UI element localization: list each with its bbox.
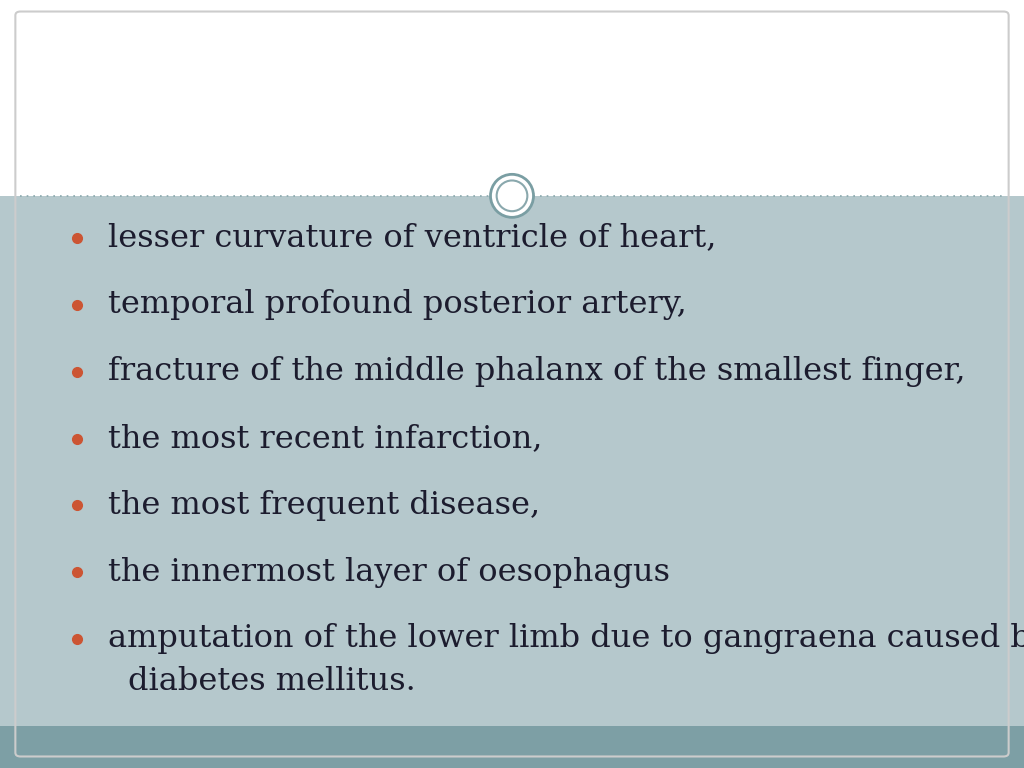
Bar <box>0 726 1024 768</box>
Text: diabetes mellitus.: diabetes mellitus. <box>128 667 416 697</box>
Bar <box>0 196 1024 726</box>
Ellipse shape <box>497 180 527 211</box>
Text: lesser curvature of ventricle of heart,: lesser curvature of ventricle of heart, <box>108 223 716 253</box>
Text: the most recent infarction,: the most recent infarction, <box>108 423 542 454</box>
Text: the most frequent disease,: the most frequent disease, <box>108 490 540 521</box>
Text: fracture of the middle phalanx of the smallest finger,: fracture of the middle phalanx of the sm… <box>108 356 965 387</box>
Text: amputation of the lower limb due to gangraena caused by: amputation of the lower limb due to gang… <box>108 624 1024 654</box>
Text: the innermost layer of oesophagus: the innermost layer of oesophagus <box>108 557 670 588</box>
Text: temporal profound posterior artery,: temporal profound posterior artery, <box>108 290 686 320</box>
Ellipse shape <box>490 174 534 217</box>
